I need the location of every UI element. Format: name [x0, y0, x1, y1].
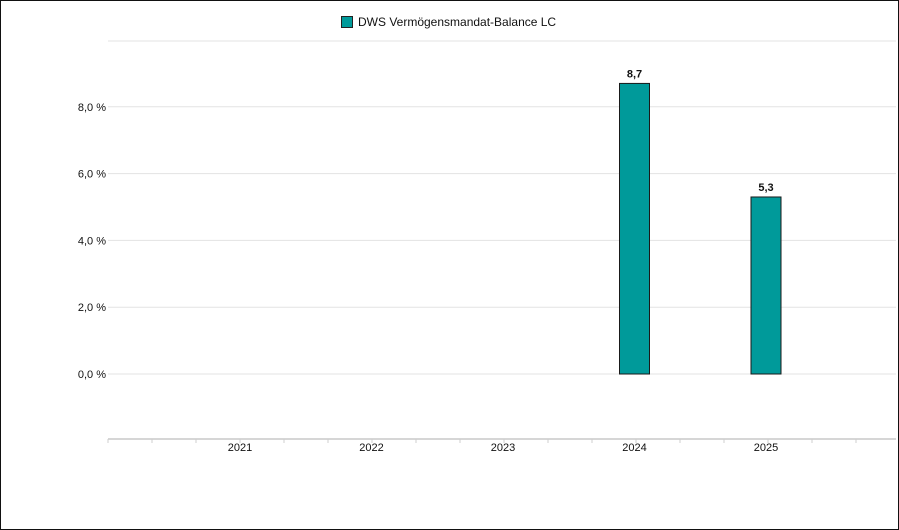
data-label: 8,7: [627, 68, 642, 80]
x-tick-label: 2021: [228, 442, 252, 454]
y-tick-label: 2,0 %: [78, 302, 106, 314]
y-tick-label: 4,0 %: [78, 235, 106, 247]
x-tick-label: 2022: [359, 442, 383, 454]
y-tick-label: 6,0 %: [78, 169, 106, 181]
y-tick-label: 8,0 %: [78, 102, 106, 114]
legend-label: DWS Vermögensmandat-Balance LC: [358, 15, 557, 29]
legend[interactable]: DWS Vermögensmandat-Balance LC: [341, 15, 556, 29]
x-tick-label: 2025: [754, 442, 778, 454]
legend-swatch: [341, 16, 353, 28]
bar: [750, 196, 782, 375]
x-tick-label: 2023: [491, 442, 515, 454]
x-tick-label: 2024: [622, 442, 646, 454]
y-tick-label: 0,0 %: [78, 369, 106, 381]
bar: [619, 82, 650, 375]
data-label: 5,3: [758, 182, 773, 194]
